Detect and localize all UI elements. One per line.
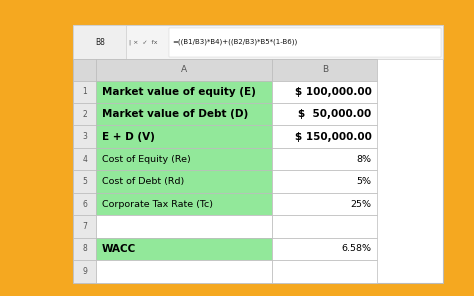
Text: Cost of Debt (Rd): Cost of Debt (Rd) xyxy=(102,177,184,186)
Bar xyxy=(272,193,377,215)
Text: B8: B8 xyxy=(95,38,105,47)
Text: 5%: 5% xyxy=(357,177,372,186)
Bar xyxy=(272,59,377,81)
Bar xyxy=(272,238,377,260)
Bar xyxy=(73,25,443,59)
Text: WACC: WACC xyxy=(102,244,137,254)
Text: 25%: 25% xyxy=(351,200,372,209)
Bar xyxy=(96,260,272,283)
Text: Market value of equity (E): Market value of equity (E) xyxy=(102,87,256,97)
Text: 2: 2 xyxy=(82,110,87,119)
Text: 1: 1 xyxy=(82,87,87,96)
Text: 8%: 8% xyxy=(357,155,372,164)
Text: 8: 8 xyxy=(82,244,87,253)
Text: Cost of Equity (Re): Cost of Equity (Re) xyxy=(102,155,191,164)
Text: E + D (V): E + D (V) xyxy=(102,132,155,142)
Text: 5: 5 xyxy=(82,177,87,186)
Bar xyxy=(73,25,126,59)
Bar xyxy=(73,238,96,260)
Bar xyxy=(96,148,272,170)
Text: $ 100,000.00: $ 100,000.00 xyxy=(295,87,372,97)
Bar xyxy=(272,81,377,103)
Text: Corporate Tax Rate (Tc): Corporate Tax Rate (Tc) xyxy=(102,200,213,209)
Bar xyxy=(272,170,377,193)
Bar xyxy=(272,215,377,238)
Bar xyxy=(73,126,96,148)
Bar xyxy=(73,59,96,81)
Bar xyxy=(169,28,441,57)
Bar xyxy=(73,215,96,238)
Text: 9: 9 xyxy=(82,267,87,276)
Text: $ 150,000.00: $ 150,000.00 xyxy=(295,132,372,142)
Bar xyxy=(272,148,377,170)
Bar xyxy=(96,238,272,260)
Bar xyxy=(73,81,96,103)
Text: A: A xyxy=(181,65,187,74)
Bar xyxy=(73,193,96,215)
Bar xyxy=(73,260,96,283)
Bar xyxy=(73,25,443,283)
Text: 6: 6 xyxy=(82,200,87,209)
Bar xyxy=(73,170,96,193)
Bar xyxy=(96,170,272,193)
Text: =((B1/B3)*B4)+((B2/B3)*B5*(1-B6)): =((B1/B3)*B4)+((B2/B3)*B5*(1-B6)) xyxy=(173,39,298,45)
Bar xyxy=(96,193,272,215)
Text: 3: 3 xyxy=(82,132,87,141)
Bar xyxy=(272,126,377,148)
Text: 6.58%: 6.58% xyxy=(342,244,372,253)
Text: Market value of Debt (D): Market value of Debt (D) xyxy=(102,109,248,119)
Text: | ×  ✓  fx: | × ✓ fx xyxy=(128,39,157,45)
Bar xyxy=(96,81,272,103)
Bar xyxy=(96,126,272,148)
Text: 7: 7 xyxy=(82,222,87,231)
Bar xyxy=(73,148,96,170)
Bar xyxy=(272,103,377,126)
Bar xyxy=(272,260,377,283)
Bar xyxy=(96,215,272,238)
Bar xyxy=(96,59,272,81)
Text: B: B xyxy=(322,65,328,74)
Bar xyxy=(96,103,272,126)
Text: 4: 4 xyxy=(82,155,87,164)
Text: $  50,000.00: $ 50,000.00 xyxy=(299,109,372,119)
Bar xyxy=(73,103,96,126)
